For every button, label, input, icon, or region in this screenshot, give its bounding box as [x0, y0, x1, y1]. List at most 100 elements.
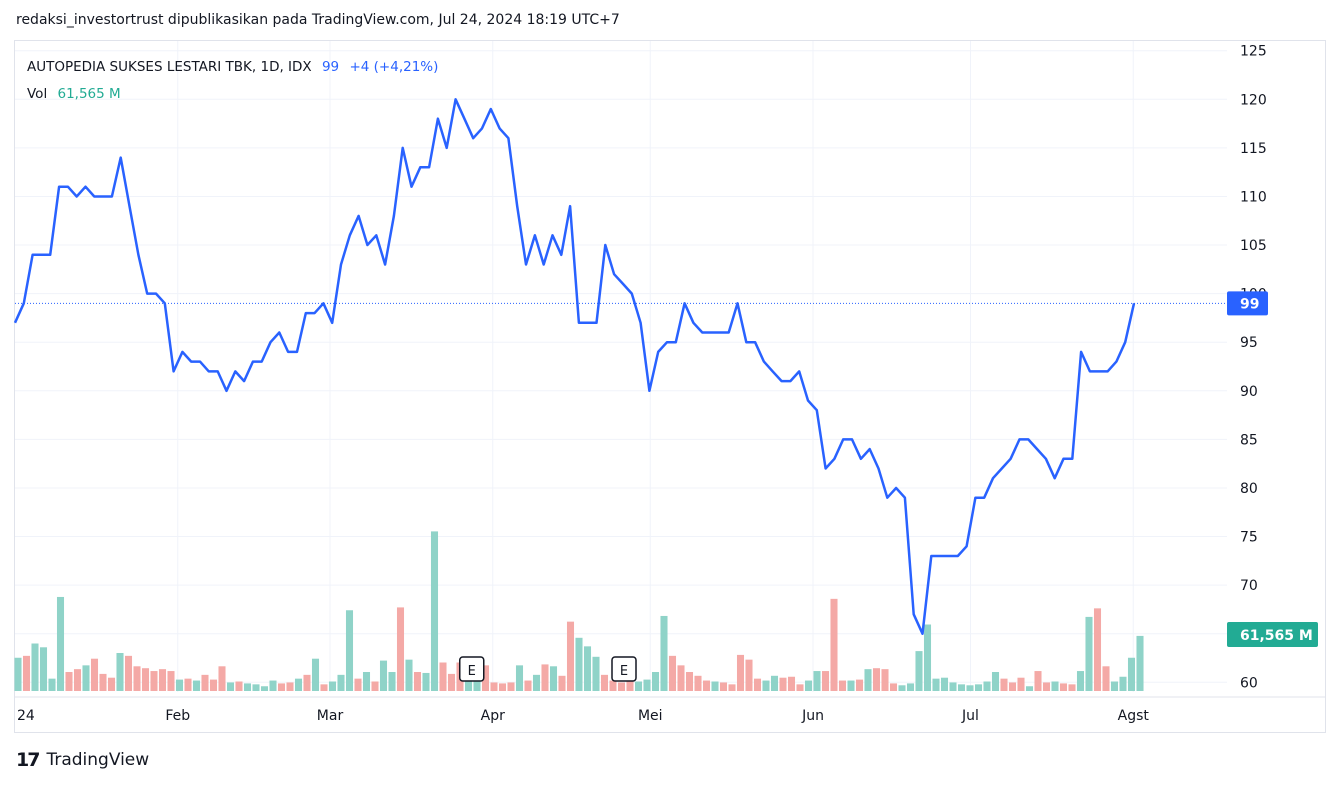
last-price-tag-label: 99 — [1240, 296, 1259, 312]
publisher-line: redaksi_investortrust dipublikasikan pad… — [16, 12, 620, 28]
price-series-line — [13, 98, 1136, 635]
volume-bar — [719, 682, 728, 691]
volume-bar — [124, 655, 133, 691]
volume-bar — [762, 680, 770, 691]
volume-bar — [371, 681, 379, 691]
volume-bar — [184, 678, 192, 691]
volume-bar — [1068, 684, 1076, 691]
earnings-marker-box — [611, 656, 637, 682]
earnings-marker[interactable]: E — [459, 656, 485, 682]
volume-bar — [209, 679, 218, 691]
volume-bar — [379, 660, 388, 691]
volume-bar — [439, 662, 447, 691]
earnings-marker[interactable]: E — [611, 656, 637, 682]
volume-bar — [1017, 677, 1025, 691]
legend-symbol-row: AUTOPEDIA SUKSES LESTARI TBK, 1D, IDX 99… — [27, 54, 438, 81]
volume-bar — [107, 677, 116, 691]
volume-bar — [133, 666, 141, 691]
volume-bar — [779, 677, 787, 691]
earnings-marker-label: E — [468, 664, 476, 679]
volume-bar — [90, 658, 99, 691]
x-tick-label: Apr — [481, 708, 505, 724]
volume-bar — [898, 685, 906, 691]
x-tick-label: Feb — [165, 708, 190, 724]
volume-bar — [566, 621, 575, 691]
volume-bar — [524, 680, 532, 691]
last-volume-tag: 61,565 M — [1227, 622, 1318, 647]
volume-bar — [983, 681, 991, 691]
volume-bar — [957, 684, 966, 691]
volume-bar — [932, 678, 940, 691]
y-tick-label: 90 — [1240, 384, 1258, 400]
volume-bar — [14, 657, 22, 691]
volume-bar — [677, 665, 685, 691]
x-tick-label: Agst — [1118, 708, 1150, 724]
volume-bar — [345, 610, 354, 691]
x-tick-label: Mar — [317, 708, 344, 724]
earnings-marker-box — [459, 656, 485, 682]
volume-bar — [974, 684, 983, 691]
volume-bar — [22, 655, 31, 691]
tradingview-logo[interactable]: 17 TradingView — [16, 749, 149, 771]
volume-bar — [626, 678, 634, 691]
volume-bar — [915, 651, 923, 691]
volume-bar — [830, 598, 838, 691]
volume-bar — [303, 674, 311, 691]
y-tick-label: 95 — [1240, 335, 1258, 351]
volume-bar — [192, 680, 201, 691]
last-volume-tag-label: 61,565 M — [1240, 628, 1313, 644]
volume-bar — [175, 679, 184, 691]
y-tick-label: 60 — [1240, 675, 1258, 691]
earnings-marker-label: E — [620, 664, 628, 679]
y-tick-label: 105 — [1240, 238, 1267, 254]
volume-bar — [362, 672, 371, 691]
volume-bar — [1000, 678, 1008, 691]
volume-bar — [252, 684, 260, 691]
axis-tags: 99 61,565 M — [1227, 291, 1318, 647]
legend-volume-value: 61,565 M — [57, 86, 121, 102]
y-tick-label: 85 — [1240, 432, 1258, 448]
y-tick-label: 120 — [1240, 92, 1267, 108]
volume-bar — [354, 678, 362, 691]
volume-bar — [966, 685, 974, 691]
volume-bar — [609, 680, 617, 691]
volume-bar — [575, 637, 583, 691]
volume-bar — [405, 659, 413, 691]
volume-bar — [294, 678, 303, 691]
volume-bar — [337, 674, 345, 691]
volume-bar — [464, 676, 473, 691]
volume-bar — [481, 665, 490, 691]
volume-bar — [872, 668, 881, 691]
volume-bar — [31, 643, 39, 691]
volume-bar — [940, 677, 949, 691]
volume-bar — [277, 683, 286, 691]
volume-bar — [617, 682, 626, 691]
volume-bar — [592, 656, 600, 691]
price-axis[interactable]: 6065707580859095100105110115120125 — [1240, 44, 1267, 692]
time-axis[interactable]: 24 Feb Mar Apr Mei Jun Jul Agst — [17, 708, 1149, 724]
x-tick-label: Jun — [801, 708, 824, 724]
volume-bar — [507, 682, 515, 691]
volume-bar — [923, 624, 932, 691]
volume-bar — [813, 671, 821, 691]
last-price-tag-bg — [1227, 291, 1268, 316]
legend-change: +4 (+4,21%) — [349, 59, 439, 75]
volume-bar — [532, 674, 541, 691]
x-tick-label: Mei — [638, 708, 663, 724]
chart-frame — [14, 40, 1326, 733]
last-volume-tag-bg — [1227, 622, 1318, 647]
volume-bar — [413, 672, 422, 691]
legend-symbol: AUTOPEDIA SUKSES LESTARI TBK, 1D, IDX — [27, 59, 312, 75]
volume-bar — [541, 664, 549, 691]
volume-bar — [694, 675, 702, 691]
volume-bar — [821, 671, 830, 691]
volume-bar — [600, 674, 609, 691]
last-price-tag: 99 — [1227, 291, 1268, 316]
volume-bar — [82, 665, 90, 691]
volume-bar — [1085, 616, 1093, 691]
y-tick-label: 125 — [1240, 44, 1267, 60]
volume-bar — [201, 674, 209, 691]
volume-bar — [549, 666, 558, 691]
